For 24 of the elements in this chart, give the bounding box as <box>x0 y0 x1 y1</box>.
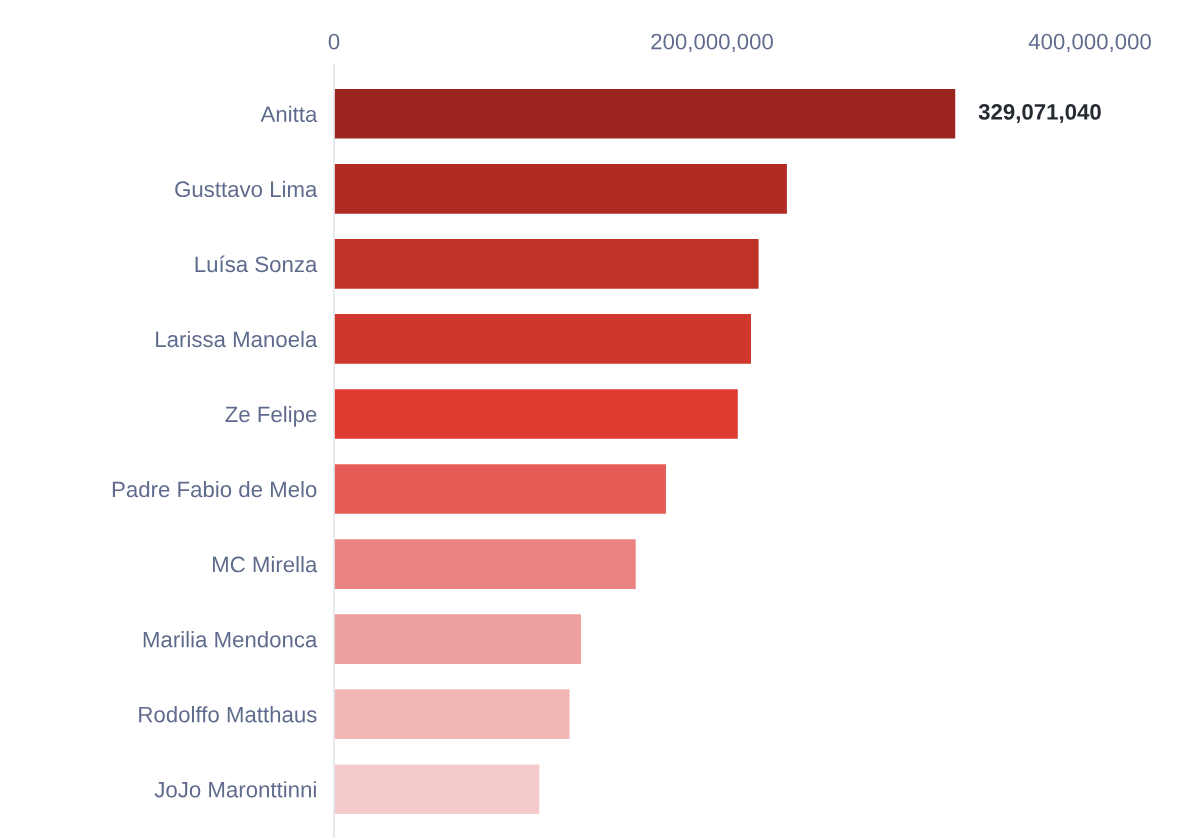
bar <box>334 87 957 140</box>
y-tick-label: Anitta <box>260 105 318 123</box>
bar <box>334 387 740 441</box>
x-tick-label: 400,000,000 <box>1028 33 1151 53</box>
data-label: 329,071,040 <box>978 104 1101 123</box>
x-tick-label: 0 <box>328 33 340 50</box>
y-tick-label: Marilia Mendonca <box>143 631 318 648</box>
y-tick-label: MC Mirella <box>212 556 318 573</box>
y-tick-label: Ze Felipe <box>225 405 317 427</box>
y-tick-label: JoJo Maronttinni <box>154 781 316 798</box>
bar <box>334 162 789 216</box>
y-tick-label: Larissa Manoela <box>156 330 318 348</box>
bar <box>334 462 668 516</box>
bar <box>334 612 583 666</box>
y-tick-label: Rodolffo Matthaus <box>139 706 317 723</box>
bar <box>334 237 760 291</box>
bar <box>334 312 753 366</box>
bar <box>334 537 638 591</box>
y-tick-label: Luísa Sonza <box>195 255 318 273</box>
y-tick-label: Gusttavo Lima <box>175 180 318 198</box>
x-tick-label: 200,000,000 <box>651 33 773 53</box>
bar <box>334 763 541 816</box>
bar <box>334 687 571 741</box>
y-tick-label: Padre Fabio de Melo <box>112 480 317 498</box>
